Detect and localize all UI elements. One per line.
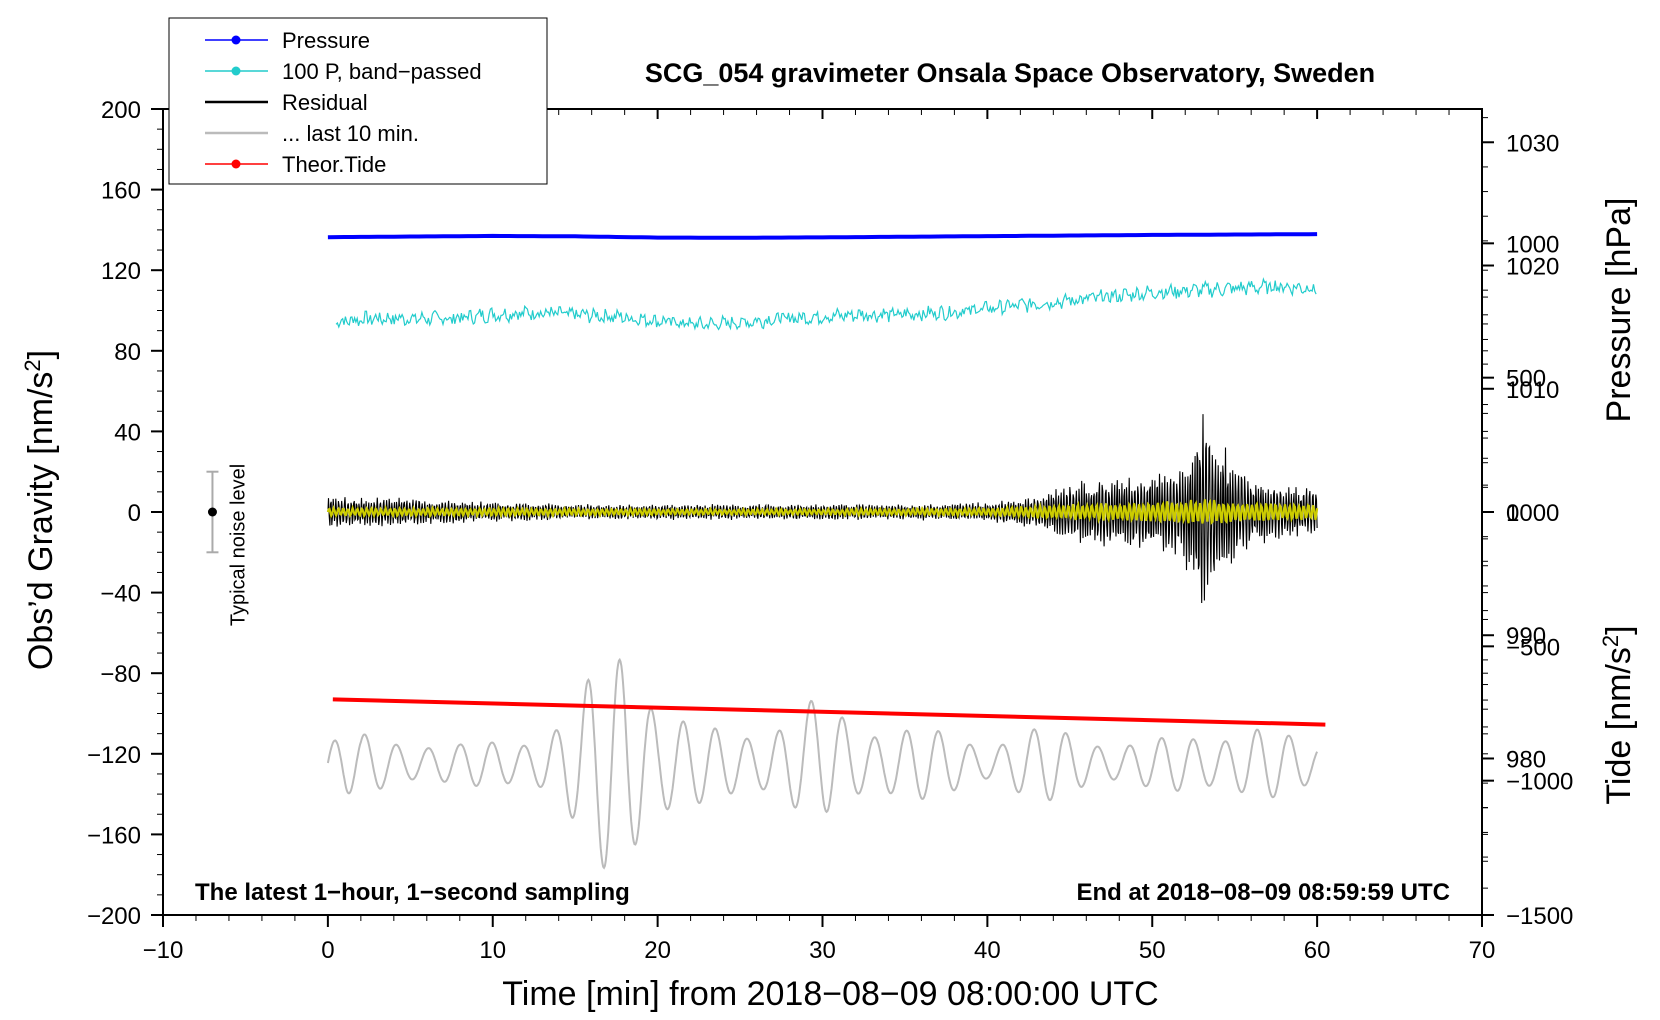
noise-bar-dot — [207, 507, 217, 517]
y-tick-label: 0 — [128, 500, 141, 527]
y-tick-label: 40 — [114, 419, 141, 446]
y-axis-title-tide: Tide [nm/s2] — [1598, 625, 1639, 804]
pressure-tick-label: 990 — [1506, 623, 1546, 650]
x-tick-label: 70 — [1469, 937, 1496, 964]
y-tick-label: 120 — [101, 258, 141, 285]
tide-tick-label: −1000 — [1506, 769, 1573, 796]
x-axis-title: Time [min] from 2018−08−09 08:00:00 UTC — [502, 975, 1158, 1013]
y-axis-title-tide-sup: 2 — [1598, 635, 1623, 647]
band-passed-line — [335, 277, 1317, 331]
y-axis-title-gravity-close: ] — [22, 350, 60, 359]
y-tick-label: 200 — [101, 97, 141, 124]
legend-item: ... last 10 min. — [205, 121, 419, 146]
legend-swatch-marker — [231, 35, 241, 45]
theoretical-tide-line — [332, 697, 1326, 727]
pressure-tick-label: 980 — [1506, 746, 1546, 773]
series-layer — [326, 232, 1326, 870]
legend-label: Pressure — [282, 28, 370, 53]
pressure-tick-label: 1000 — [1506, 500, 1559, 527]
x-tick-label: 10 — [479, 937, 506, 964]
y-tick-label: −160 — [87, 822, 141, 849]
x-tick-label: −10 — [143, 937, 184, 964]
x-tick-label: 60 — [1304, 937, 1331, 964]
legend-items: Pressure 100 P, band−passed Residual ... la… — [205, 28, 482, 177]
legend-label: Theor.Tide — [282, 152, 386, 177]
y-tick-label: −80 — [100, 661, 141, 688]
legend-item: Theor.Tide — [205, 152, 386, 177]
x-tick-label: 50 — [1139, 937, 1166, 964]
y-axis-title-gravity-sup: 2 — [20, 359, 45, 371]
y-axis-title-gravity: Obs’d Gravity [nm/s2] — [20, 350, 61, 670]
tide-tick-label: 500 — [1506, 366, 1546, 393]
pressure-tick-label: 1010 — [1506, 377, 1559, 404]
end-time-note: End at 2018−08−09 08:59:59 UTC — [1076, 879, 1450, 906]
y-axis-title-tide-text: Tide [nm/s — [1600, 647, 1638, 804]
tide-tick-label: −1500 — [1506, 903, 1573, 930]
legend-swatch-marker — [231, 66, 241, 76]
sampling-note: The latest 1−hour, 1−second sampling — [195, 879, 630, 906]
tide-tick-label: 0 — [1506, 500, 1519, 527]
chart-title: SCG_054 gravimeter Onsala Space Observat… — [645, 58, 1375, 88]
legend-item: Pressure — [205, 28, 370, 53]
legend-swatch-marker — [231, 159, 241, 169]
residual-lowpass-line — [326, 498, 1319, 525]
y-axis-title-pressure: Pressure [hPa] — [1600, 198, 1638, 423]
pressure-tick-label: 1020 — [1506, 254, 1559, 281]
x-tick-label: 30 — [809, 937, 836, 964]
legend-item: Residual — [205, 90, 368, 115]
y-tick-label: 80 — [114, 339, 141, 366]
tide-tick-label: 1000 — [1506, 231, 1559, 258]
last-10-min-line — [326, 657, 1319, 870]
x-tick-label: 0 — [321, 937, 334, 964]
legend-label: ... last 10 min. — [282, 121, 419, 146]
noise-level-indicator — [206, 470, 219, 554]
y-tick-label: −200 — [87, 903, 141, 930]
legend-item: 100 P, band−passed — [205, 59, 482, 84]
y-tick-label: −120 — [87, 742, 141, 769]
legend-label: Residual — [282, 90, 368, 115]
x-tick-label: 20 — [644, 937, 671, 964]
residual-line — [327, 414, 1318, 604]
y-tick-label: −40 — [100, 581, 141, 608]
y-axis-title-tide-close: ] — [1600, 625, 1638, 634]
y-tick-label: 160 — [101, 178, 141, 205]
noise-level-label: Typical noise level — [227, 464, 249, 626]
tick-layer: −10 0 10 20 30 40 50 60 7020016012080400−40−80−1… — [87, 97, 1573, 964]
x-tick-label: 40 — [974, 937, 1001, 964]
pressure-line — [327, 232, 1318, 240]
tide-tick-label: −500 — [1506, 634, 1560, 661]
y-axis-title-gravity-text: Obs’d Gravity [nm/s — [22, 372, 60, 671]
legend-label: 100 P, band−passed — [282, 59, 482, 84]
pressure-tick-label: 1030 — [1506, 130, 1559, 157]
legend: Pressure 100 P, band−passed Residual ... la… — [168, 17, 548, 185]
